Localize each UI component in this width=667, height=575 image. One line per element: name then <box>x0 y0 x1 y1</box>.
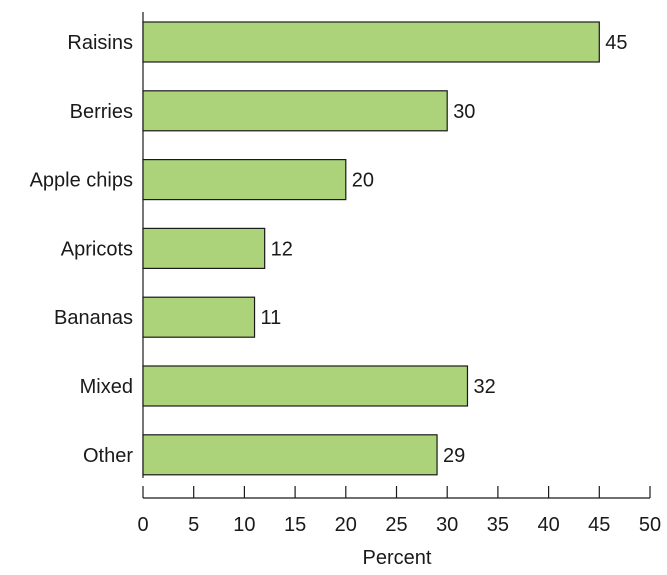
category-label-apple-chips: Apple chips <box>30 170 133 192</box>
data-label-apricots: 12 <box>271 238 293 260</box>
category-label-mixed: Mixed <box>80 376 133 398</box>
bar-berries <box>142 90 448 132</box>
x-tick-label: 5 <box>188 514 199 536</box>
x-ticks-group: 0 5 10 15 20 25 30 35 40 45 50 <box>137 486 661 536</box>
x-tick-label: 25 <box>385 514 407 536</box>
x-axis-label: Percent <box>363 547 432 569</box>
data-label-berries: 30 <box>453 101 475 123</box>
x-tick-label: 30 <box>436 514 458 536</box>
x-tick-label: 15 <box>284 514 306 536</box>
x-tick-label: 10 <box>233 514 255 536</box>
data-label-raisins: 45 <box>605 32 627 54</box>
x-tick-label: 0 <box>137 514 148 536</box>
category-label-berries: Berries <box>70 101 133 123</box>
data-label-other: 29 <box>443 445 465 467</box>
x-tick-label: 50 <box>639 514 661 536</box>
bar-apple-chips <box>142 159 347 201</box>
x-tick-label: 35 <box>487 514 509 536</box>
bar-raisins <box>142 21 600 63</box>
category-label-bananas: Bananas <box>54 307 133 329</box>
x-tick-label: 20 <box>335 514 357 536</box>
category-label-raisins: Raisins <box>67 32 133 54</box>
bar-bananas <box>142 296 256 338</box>
data-label-apple-chips: 20 <box>352 170 374 192</box>
x-tick-label: 40 <box>537 514 559 536</box>
category-label-other: Other <box>83 445 133 467</box>
bar-mixed <box>142 365 469 407</box>
data-label-mixed: 32 <box>473 376 495 398</box>
category-label-apricots: Apricots <box>61 238 133 260</box>
bar-other <box>142 434 438 476</box>
x-tick-label: 45 <box>588 514 610 536</box>
data-label-bananas: 11 <box>261 307 282 329</box>
bar-apricots <box>142 227 266 269</box>
bars-group: Raisins 45 Berries 30 Apple chips 20 Apricots 1… <box>30 21 628 476</box>
